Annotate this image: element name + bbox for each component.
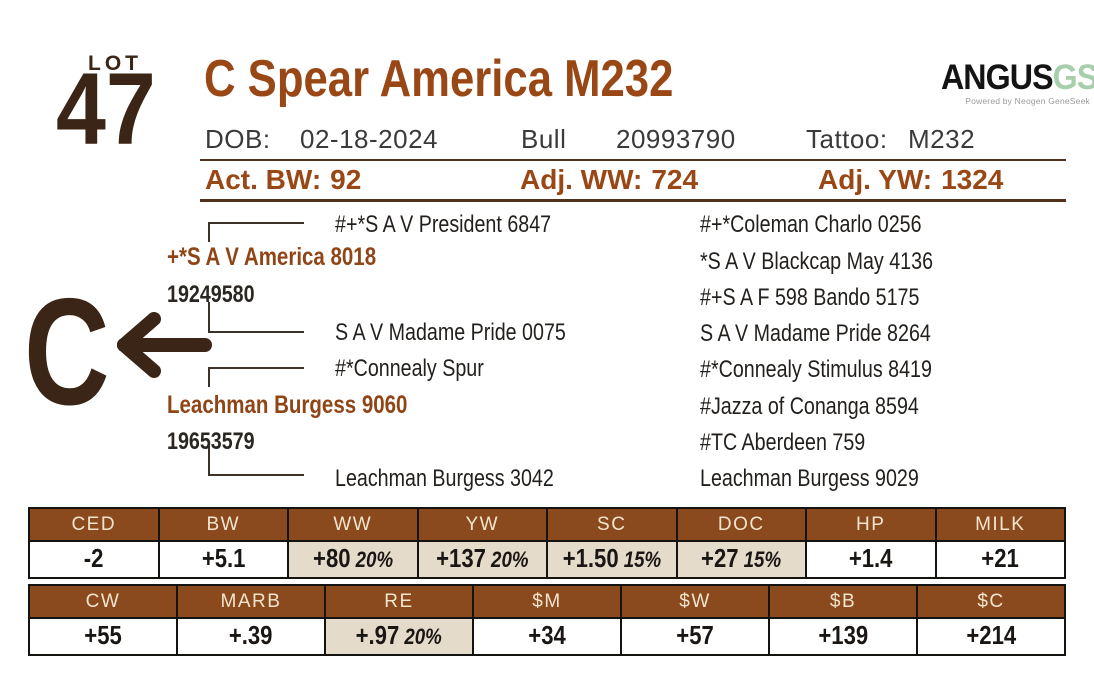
adj-yw-value: 1324	[941, 164, 1004, 195]
epd-header-row: CW MARB RE $M $W $B $C	[30, 586, 1064, 617]
pedigree-connector	[208, 446, 304, 476]
epd-percentile: 15%	[743, 547, 782, 572]
epd-value-row: -2 +5.1 +80 20% +137 20% +1.50 15% +27 15% +…	[30, 540, 1064, 577]
epd-header-cell: CW	[30, 586, 178, 617]
act-bw-label: Act. BW:	[205, 164, 322, 195]
logo-gs-text: GS	[1052, 58, 1094, 97]
epd-value-cell: +80 20%	[289, 540, 419, 577]
adj-ww-stat: Adj. WW: 724	[520, 164, 698, 196]
pedigree-gen3-entry: S A V Madame Pride 8264	[700, 320, 931, 347]
epd-value-cell: +57	[622, 617, 770, 654]
lot-number: 47	[56, 52, 156, 166]
pedigree-connector	[208, 222, 304, 242]
epd-value-row: +55 +.39 +.97 20% +34 +57 +139 +214	[30, 617, 1064, 654]
dob-label: DOB:	[205, 124, 271, 154]
epd-header-cell: $B	[770, 586, 918, 617]
epd-header-row: CED BW WW YW SC DOC HP MILK	[30, 509, 1064, 540]
left-arrow-icon	[117, 312, 212, 378]
epd-header-cell: MARB	[178, 586, 326, 617]
epd-value-cell: +34	[474, 617, 622, 654]
angus-gs-logo-text: ANGUSGS	[940, 58, 1094, 97]
pedigree-gen3-entry: #+S A F 598 Bando 5175	[700, 284, 920, 311]
svg-text:C: C	[24, 290, 110, 415]
act-bw-value: 92	[330, 164, 362, 195]
tattoo-value: M232	[908, 124, 976, 154]
epd-value-cell: +.97 20%	[326, 617, 474, 654]
pedigree-dam-reg: 19653579	[167, 428, 255, 455]
pedigree-connector	[208, 367, 304, 387]
pedigree-dam-dam: Leachman Burgess 3042	[335, 465, 554, 492]
epd-header-cell: WW	[289, 509, 419, 540]
adj-ww-value: 724	[651, 164, 699, 195]
registration-number: 20993790	[616, 124, 736, 154]
epd-percentile: 15%	[623, 547, 661, 572]
epd-table-row2: CW MARB RE $M $W $B $C +55 +.39 +.97 20% …	[28, 584, 1066, 656]
epd-value-cell: +5.1	[159, 540, 289, 577]
epd-value-cell: +27 15%	[677, 540, 807, 577]
epd-header-cell: $M	[474, 586, 622, 617]
page-title: C Spear America M232	[204, 50, 674, 108]
epd-table: CED BW WW YW SC DOC HP MILK -2 +5.1 +80 2…	[28, 507, 1066, 656]
epd-header-cell: DOC	[677, 509, 807, 540]
pedigree-connector	[208, 302, 304, 333]
pedigree-gen3-entry: #*Connealy Stimulus 8419	[700, 356, 932, 383]
epd-value-cell: +.39	[178, 617, 326, 654]
epd-header-cell: HP	[807, 509, 937, 540]
angus-gs-logo: ANGUSGS Powered by Neogen GeneSeek	[928, 58, 1094, 106]
epd-header-cell: RE	[326, 586, 474, 617]
epd-percentile: 20%	[404, 624, 443, 649]
divider-line-bottom	[200, 199, 1066, 202]
pedigree-sire-reg: 19249580	[167, 281, 255, 308]
pedigree-gen3-entry: #TC Aberdeen 759	[700, 429, 866, 456]
c-spear-brand-icon: C	[24, 267, 212, 436]
epd-header-cell: CED	[30, 509, 160, 540]
pedigree-sire-sire: #+*S A V President 6847	[335, 211, 552, 238]
pedigree-gen3-entry: *S A V Blackcap May 4136	[700, 248, 934, 275]
adj-yw-label: Adj. YW:	[818, 164, 933, 195]
epd-value-cell: +1.50 15%	[548, 540, 678, 577]
logo-angus-text: ANGUS	[940, 58, 1054, 97]
pedigree-dam-sire: #*Connealy Spur	[335, 355, 484, 382]
divider-line-top	[200, 159, 1066, 161]
act-bw-stat: Act. BW: 92	[205, 164, 361, 196]
epd-header-cell: MILK	[936, 509, 1064, 540]
epd-value-cell: +55	[30, 617, 178, 654]
lot-label: LOT	[88, 52, 142, 75]
pedigree-gen3-entry: #+*Coleman Charlo 0256	[700, 211, 922, 238]
dob-value: 02-18-2024	[300, 124, 438, 154]
pedigree-gen3-entry: #Jazza of Conanga 8594	[700, 393, 919, 420]
tattoo-label: Tattoo:	[806, 124, 888, 154]
logo-tagline: Powered by Neogen GeneSeek	[965, 96, 1090, 106]
epd-value-cell: +214	[918, 617, 1064, 654]
epd-value-cell: +139	[770, 617, 918, 654]
c-spear-brand-logo: C	[24, 267, 219, 436]
epd-header-cell: $W	[622, 586, 770, 617]
epd-value-cell: +1.4	[807, 540, 937, 577]
epd-value-cell: -2	[30, 540, 160, 577]
epd-percentile: 20%	[490, 547, 529, 572]
epd-header-cell: $C	[918, 586, 1064, 617]
adj-yw-stat: Adj. YW: 1324	[818, 164, 1003, 196]
epd-header-cell: SC	[548, 509, 678, 540]
pedigree-sire-name: +*S A V America 8018	[167, 243, 377, 271]
epd-value-cell: +21	[936, 540, 1064, 577]
epd-table-row1: CED BW WW YW SC DOC HP MILK -2 +5.1 +80 2…	[28, 507, 1066, 579]
pedigree-sire-dam: S A V Madame Pride 0075	[335, 319, 566, 346]
pedigree-dam-name: Leachman Burgess 9060	[167, 391, 408, 419]
sex-value: Bull	[521, 124, 567, 154]
epd-value-cell: +137 20%	[418, 540, 548, 577]
epd-percentile: 20%	[355, 547, 393, 572]
epd-header-cell: BW	[159, 509, 289, 540]
pedigree-gen3-entry: Leachman Burgess 9029	[700, 465, 919, 492]
adj-ww-label: Adj. WW:	[520, 164, 643, 195]
epd-header-cell: YW	[418, 509, 548, 540]
